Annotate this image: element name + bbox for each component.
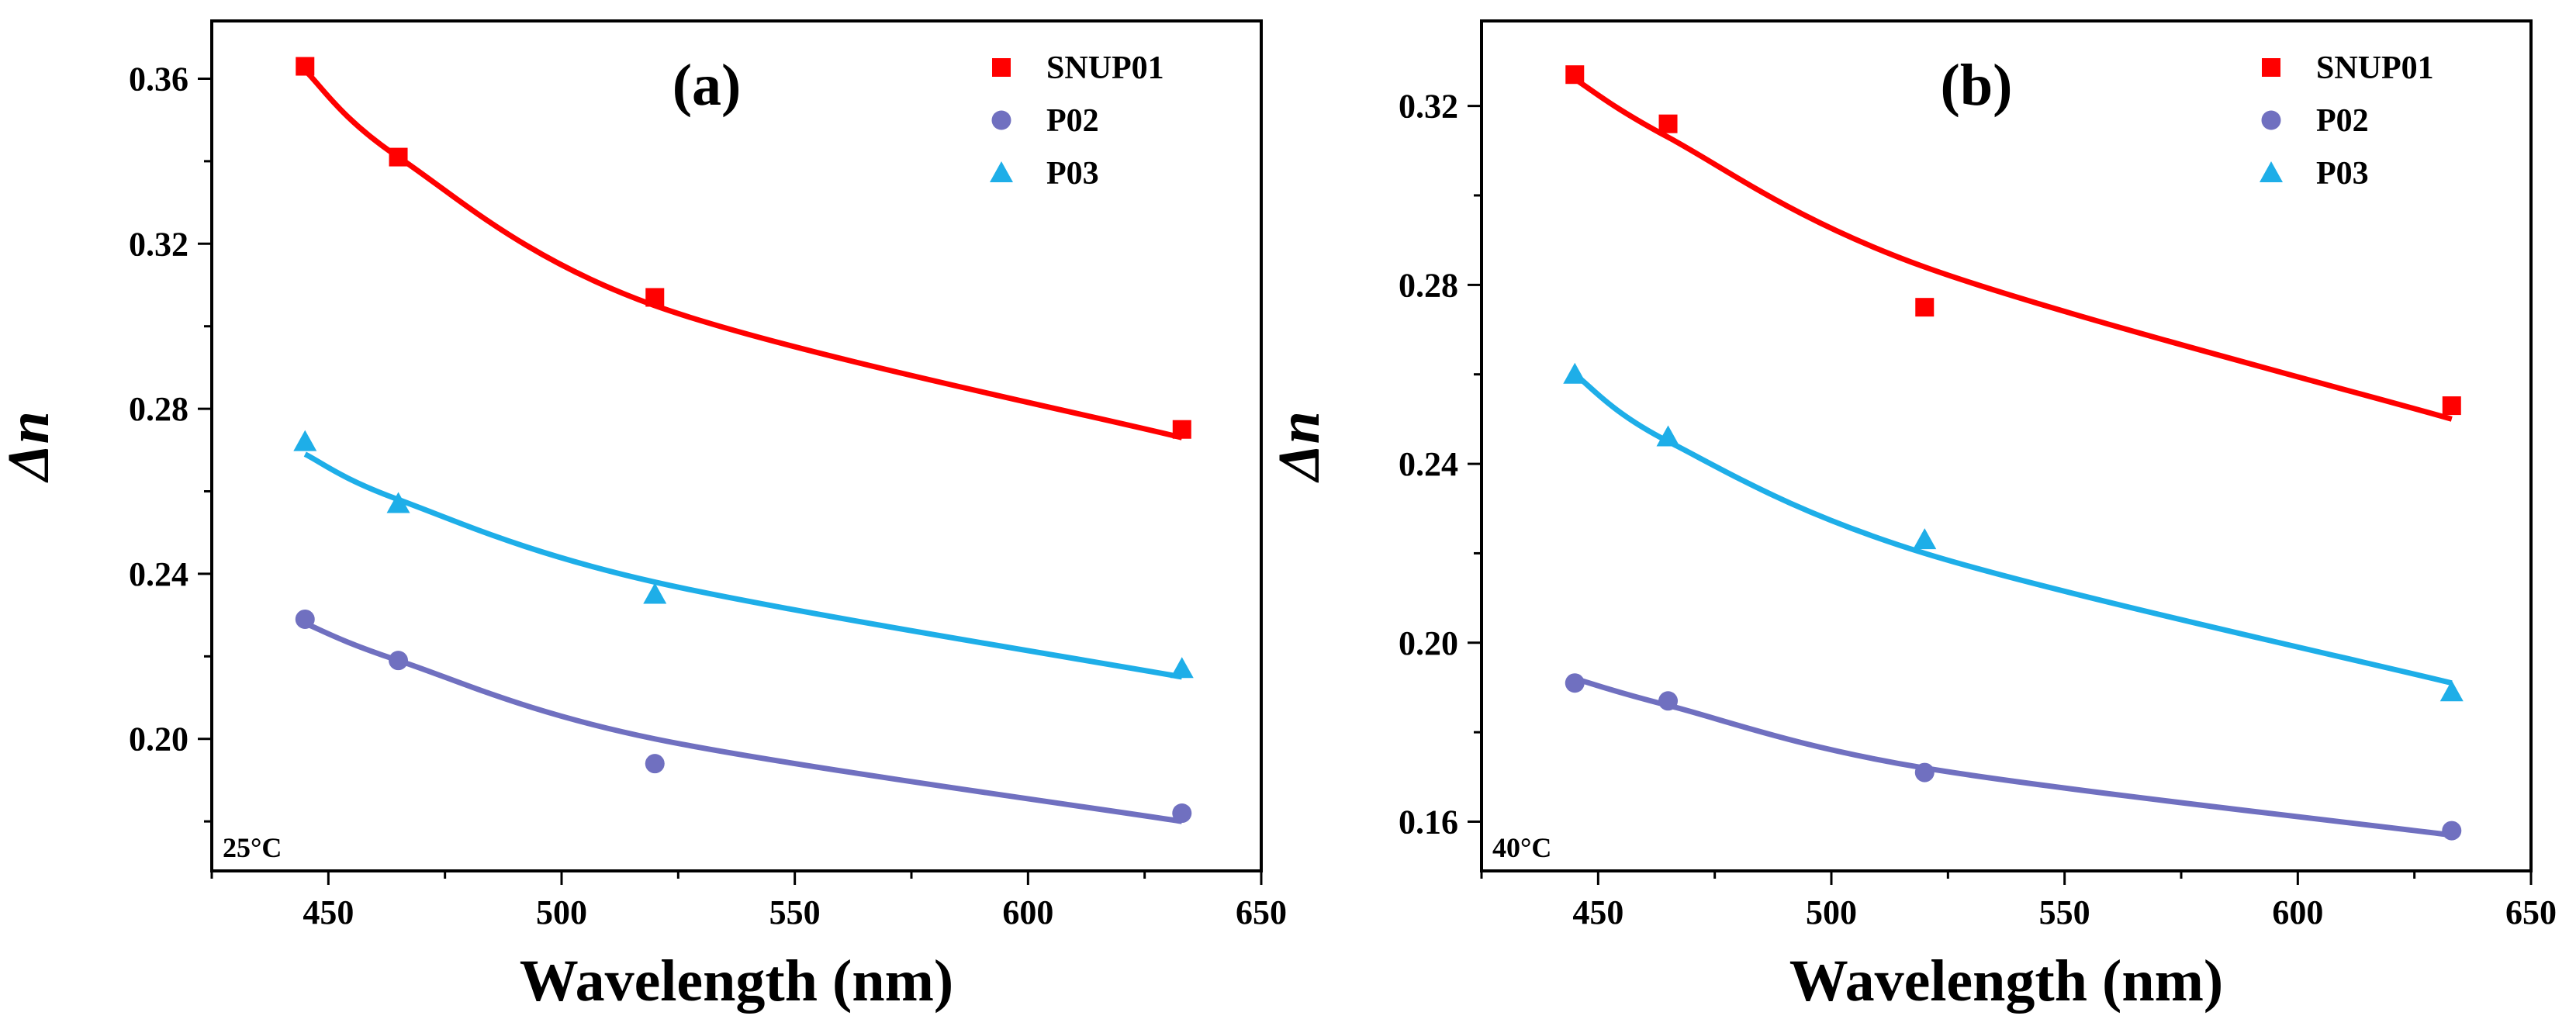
x-tick-label: 550 bbox=[2039, 893, 2090, 931]
data-point bbox=[293, 430, 317, 451]
data-point bbox=[1172, 420, 1191, 439]
fit-curve bbox=[303, 68, 1183, 440]
plot-frame bbox=[1480, 19, 2533, 872]
y-tick-label: 0.28 bbox=[1399, 266, 1458, 304]
x-tick-label: 450 bbox=[303, 893, 354, 931]
x-axis-title: Wavelength (nm) bbox=[1789, 948, 2223, 1014]
fit-curve bbox=[303, 451, 1183, 680]
y-tick-label: 0.32 bbox=[129, 225, 188, 263]
x-axis-title: Wavelength (nm) bbox=[520, 948, 953, 1014]
panel-label: (a) bbox=[673, 53, 742, 118]
x-tick-label: 600 bbox=[1002, 893, 1053, 931]
data-point bbox=[645, 288, 665, 307]
data-point bbox=[389, 651, 409, 671]
fit-curve bbox=[1574, 675, 2453, 838]
legend-marker bbox=[991, 110, 1011, 130]
data-point bbox=[1914, 762, 1935, 783]
x-tick-label: 450 bbox=[1572, 893, 1623, 931]
data-point bbox=[1656, 425, 1680, 447]
legend-label: P02 bbox=[2316, 103, 2369, 139]
data-point bbox=[295, 609, 315, 629]
chart-panel-b: 450 500 550 600 650 0.16 0.20 0.24 0.28 0.32 Wavel… bbox=[1267, 19, 2557, 1014]
x-tick-label: 500 bbox=[1806, 893, 1857, 931]
data-point bbox=[1913, 528, 1937, 550]
x-tick-label: 650 bbox=[2505, 893, 2557, 931]
temperature-label: 40°C bbox=[1492, 832, 1551, 863]
y-tick-label: 0.28 bbox=[129, 390, 188, 428]
series-snup01 bbox=[296, 57, 1191, 440]
data-point bbox=[386, 492, 410, 513]
legend-label: P03 bbox=[1046, 156, 1099, 192]
data-point bbox=[1170, 657, 1194, 679]
chart-panel-a: 450 500 550 600 650 0.20 0.24 0.28 0.32 0.36 Wavel… bbox=[0, 19, 1287, 1014]
plot-frame bbox=[210, 19, 1263, 872]
legend-marker bbox=[2262, 58, 2280, 77]
series-snup01 bbox=[1565, 65, 2461, 422]
data-point bbox=[1563, 362, 1587, 384]
legend-label: SNUP01 bbox=[1046, 50, 1164, 86]
data-point bbox=[645, 754, 665, 774]
data-point bbox=[1172, 803, 1192, 824]
legend-label: P02 bbox=[1046, 103, 1099, 139]
legend-label: P03 bbox=[2316, 156, 2369, 192]
y-tick-label: 0.16 bbox=[1399, 803, 1458, 841]
x-tick-label: 550 bbox=[769, 893, 821, 931]
y-axis-title: Δn bbox=[0, 411, 61, 483]
y-axis-title: Δn bbox=[1267, 411, 1332, 483]
y-tick-label: 0.36 bbox=[129, 60, 188, 98]
data-point bbox=[643, 582, 667, 604]
legend-marker bbox=[990, 161, 1013, 182]
series-p03 bbox=[293, 430, 1194, 680]
series-p03 bbox=[1563, 362, 2464, 702]
legend-label: SNUP01 bbox=[2316, 50, 2434, 86]
temperature-label: 25°C bbox=[223, 832, 282, 863]
series-p02 bbox=[1565, 673, 2462, 841]
data-point bbox=[1658, 691, 1679, 711]
legend-marker bbox=[2261, 110, 2281, 130]
y-tick-label: 0.20 bbox=[1399, 624, 1458, 662]
series-p02 bbox=[295, 609, 1192, 824]
data-point bbox=[2442, 821, 2462, 841]
data-point bbox=[1565, 65, 1585, 85]
legend-marker bbox=[992, 58, 1011, 77]
data-point bbox=[1565, 673, 1585, 693]
fit-curve bbox=[303, 620, 1183, 824]
x-tick-label: 600 bbox=[2272, 893, 2323, 931]
data-point bbox=[296, 57, 315, 76]
fit-curve bbox=[1573, 77, 2453, 422]
fit-curve bbox=[1573, 371, 2453, 686]
y-tick-label: 0.20 bbox=[129, 720, 188, 758]
data-point bbox=[389, 147, 408, 167]
x-tick-label: 650 bbox=[1236, 893, 1287, 931]
y-tick-label: 0.32 bbox=[1399, 88, 1458, 126]
panel-label: (b) bbox=[1941, 53, 2013, 118]
data-point bbox=[2439, 680, 2464, 702]
data-point bbox=[1915, 298, 1935, 317]
data-point bbox=[1658, 114, 1678, 133]
data-point bbox=[2442, 396, 2461, 416]
y-tick-label: 0.24 bbox=[1399, 445, 1458, 483]
legend-marker bbox=[2260, 161, 2283, 182]
x-tick-label: 500 bbox=[536, 893, 587, 931]
y-tick-label: 0.24 bbox=[129, 555, 188, 593]
